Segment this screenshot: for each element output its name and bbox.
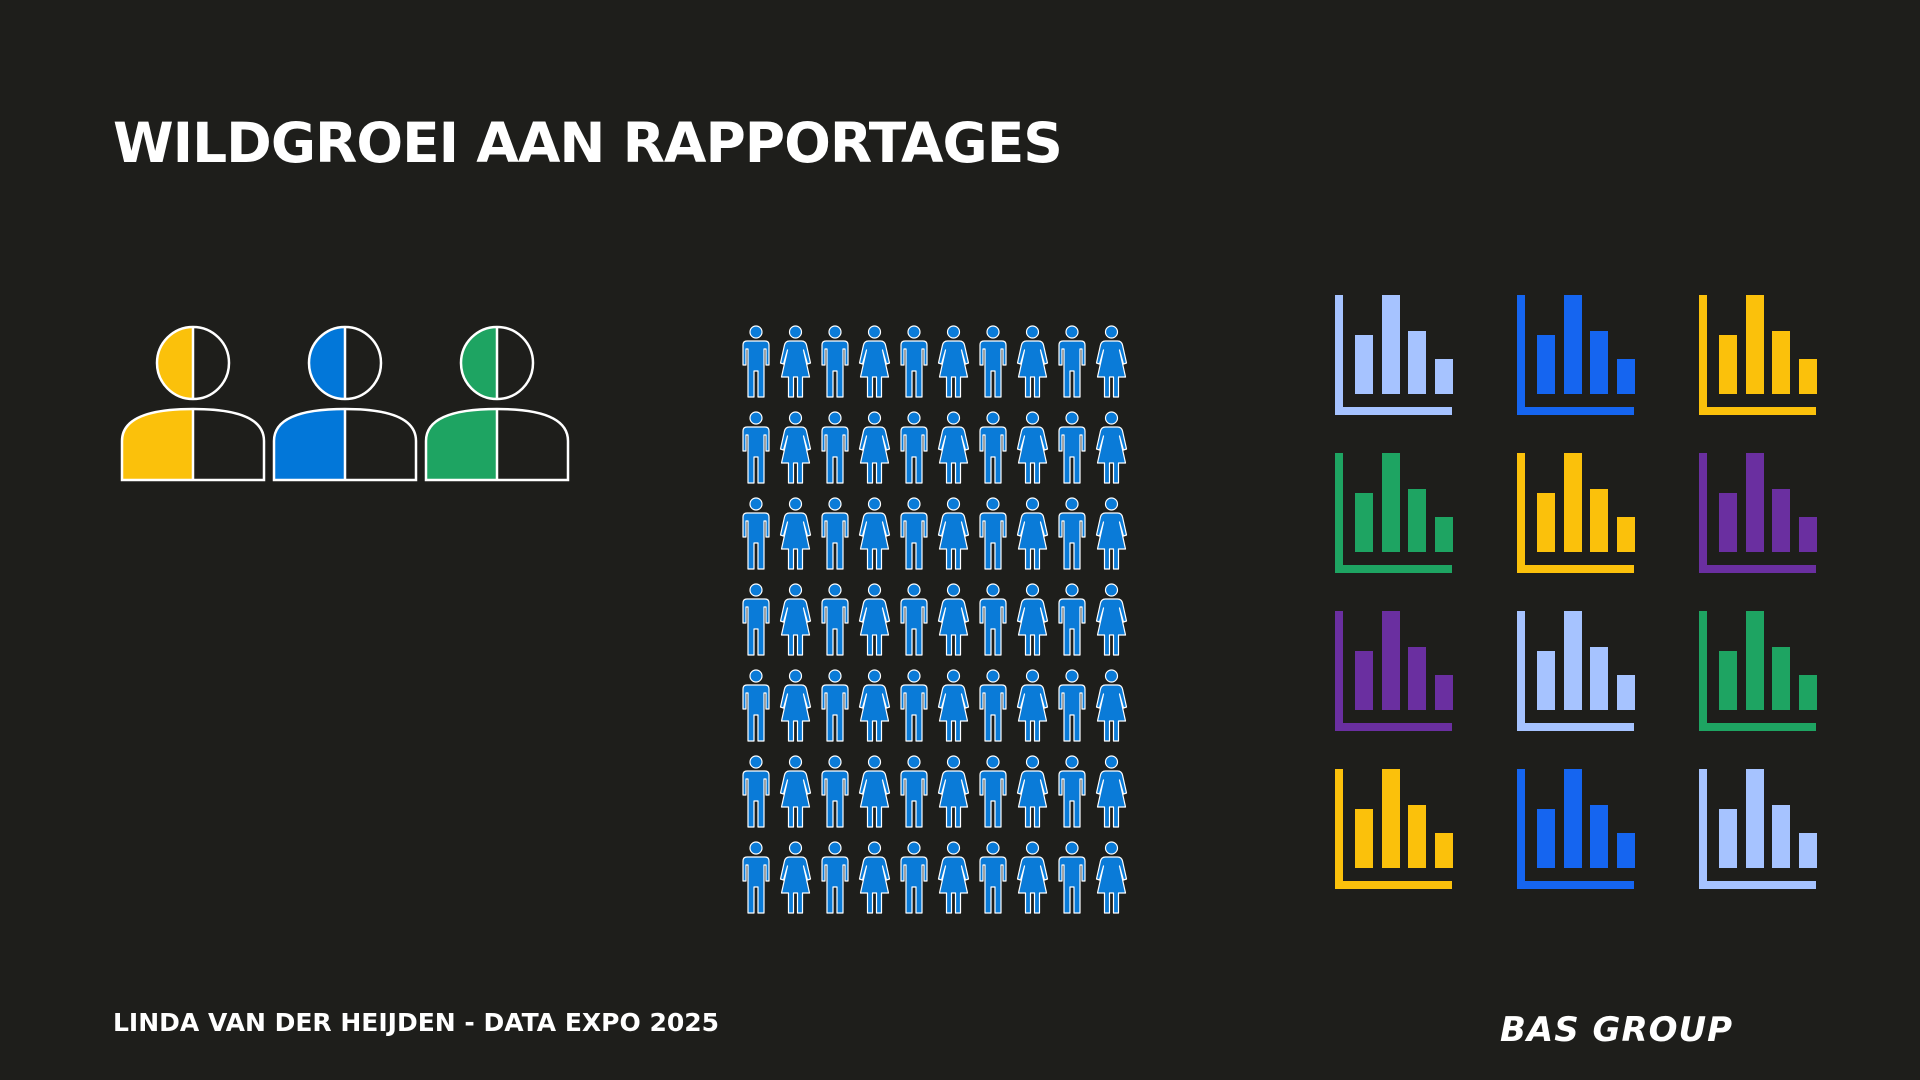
female-figure-icon <box>858 669 891 742</box>
male-figure-icon <box>821 583 849 656</box>
male-figure-icon <box>1058 411 1086 484</box>
female-figure-icon <box>1095 583 1128 656</box>
female-figure-icon <box>937 325 970 398</box>
male-figure-icon <box>979 411 1007 484</box>
male-figure-icon <box>742 755 770 828</box>
male-figure-icon <box>821 841 849 914</box>
female-figure-icon <box>1095 411 1128 484</box>
person-half-filled-icon <box>272 325 418 482</box>
bar-chart-icon <box>1517 611 1635 731</box>
slide-title: WILDGROEI AAN RAPPORTAGES <box>113 111 1063 175</box>
male-figure-icon <box>900 411 928 484</box>
female-figure-icon <box>779 755 812 828</box>
female-figure-icon <box>1016 497 1049 570</box>
male-figure-icon <box>1058 497 1086 570</box>
female-figure-icon <box>858 325 891 398</box>
bar-chart-icon <box>1699 769 1817 889</box>
female-figure-icon <box>858 841 891 914</box>
male-figure-icon <box>900 841 928 914</box>
female-figure-icon <box>1095 755 1128 828</box>
male-figure-icon <box>821 325 849 398</box>
female-figure-icon <box>779 325 812 398</box>
person-half-filled-icon <box>120 325 266 482</box>
female-figure-icon <box>937 583 970 656</box>
male-figure-icon <box>979 497 1007 570</box>
bar-chart-icon <box>1699 295 1817 415</box>
bar-chart-icons-group <box>1335 295 1817 889</box>
bar-chart-icon <box>1335 453 1453 573</box>
female-figure-icon <box>779 583 812 656</box>
female-figure-icon <box>779 841 812 914</box>
male-figure-icon <box>742 583 770 656</box>
colored-persons-group <box>120 325 570 482</box>
male-figure-icon <box>1058 841 1086 914</box>
female-figure-icon <box>779 411 812 484</box>
male-figure-icon <box>821 755 849 828</box>
person-half-filled-icon <box>424 325 570 482</box>
male-figure-icon <box>1058 669 1086 742</box>
female-figure-icon <box>1016 583 1049 656</box>
bar-chart-icon <box>1517 769 1635 889</box>
male-figure-icon <box>979 583 1007 656</box>
male-figure-icon <box>742 411 770 484</box>
bar-chart-icon <box>1699 611 1817 731</box>
male-figure-icon <box>821 411 849 484</box>
male-figure-icon <box>742 497 770 570</box>
female-figure-icon <box>937 411 970 484</box>
male-figure-icon <box>742 841 770 914</box>
male-figure-icon <box>900 325 928 398</box>
male-figure-icon <box>821 669 849 742</box>
male-figure-icon <box>742 669 770 742</box>
female-figure-icon <box>1095 497 1128 570</box>
bar-chart-icon <box>1517 295 1635 415</box>
female-figure-icon <box>1095 841 1128 914</box>
bas-group-logo: BAS GROUP <box>1500 1010 1734 1050</box>
male-figure-icon <box>979 841 1007 914</box>
male-figure-icon <box>900 669 928 742</box>
female-figure-icon <box>1095 325 1128 398</box>
bar-chart-icon <box>1517 453 1635 573</box>
bar-chart-icon <box>1699 453 1817 573</box>
male-figure-icon <box>900 497 928 570</box>
female-figure-icon <box>1016 841 1049 914</box>
bar-chart-icon <box>1335 769 1453 889</box>
footer-presenter: LINDA VAN DER HEIJDEN - DATA EXPO 2025 <box>113 1008 720 1037</box>
female-figure-icon <box>1016 411 1049 484</box>
female-figure-icon <box>858 497 891 570</box>
male-figure-icon <box>979 325 1007 398</box>
male-figure-icon <box>900 755 928 828</box>
female-figure-icon <box>1095 669 1128 742</box>
female-figure-icon <box>858 755 891 828</box>
female-figure-icon <box>858 411 891 484</box>
male-figure-icon <box>979 669 1007 742</box>
female-figure-icon <box>1016 755 1049 828</box>
female-figure-icon <box>1016 669 1049 742</box>
male-figure-icon <box>742 325 770 398</box>
bar-chart-icon <box>1335 295 1453 415</box>
male-figure-icon <box>1058 325 1086 398</box>
male-figure-icon <box>900 583 928 656</box>
male-figure-icon <box>979 755 1007 828</box>
crowd-figures-group <box>742 325 1128 914</box>
male-figure-icon <box>821 497 849 570</box>
female-figure-icon <box>937 841 970 914</box>
female-figure-icon <box>937 755 970 828</box>
male-figure-icon <box>1058 583 1086 656</box>
male-figure-icon <box>1058 755 1086 828</box>
female-figure-icon <box>858 583 891 656</box>
female-figure-icon <box>937 669 970 742</box>
bar-chart-icon <box>1335 611 1453 731</box>
female-figure-icon <box>937 497 970 570</box>
female-figure-icon <box>1016 325 1049 398</box>
female-figure-icon <box>779 497 812 570</box>
female-figure-icon <box>779 669 812 742</box>
